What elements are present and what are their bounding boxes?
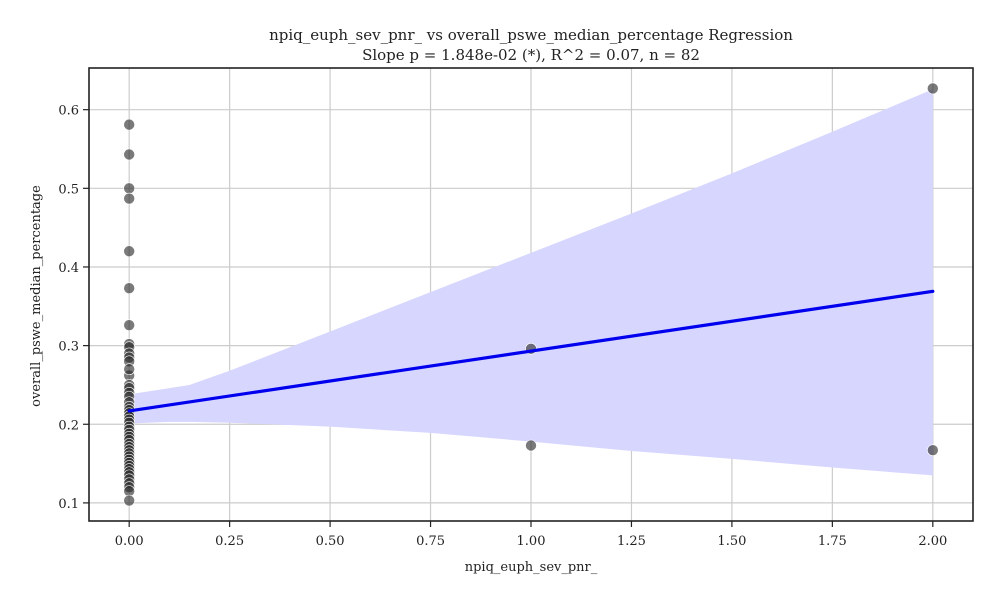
y-axis-label: overall_pswe_median_percentage <box>29 185 44 407</box>
regression-line <box>127 289 935 413</box>
x-tick-label: 0.75 <box>416 534 445 549</box>
chart-subtitle: Slope p = 1.848e-02 (*), R^2 = 0.07, n =… <box>362 46 700 64</box>
y-tick-label: 0.5 <box>58 182 79 197</box>
y-tick-label: 0.2 <box>58 418 79 433</box>
data-point <box>123 245 135 258</box>
x-tick-label: 1.50 <box>717 534 746 549</box>
data-point <box>927 444 939 457</box>
data-point <box>525 439 537 452</box>
y-axis-ticks: 0.1 0.2 0.3 0.4 0.5 0.6 <box>58 104 89 512</box>
data-point <box>123 182 135 195</box>
data-point <box>123 363 135 376</box>
x-tick-label: 0.25 <box>215 534 244 549</box>
x-tick-label: 1.00 <box>517 534 546 549</box>
data-point <box>123 192 135 205</box>
y-tick-label: 0.6 <box>58 104 79 119</box>
x-tick-label: 1.75 <box>818 534 847 549</box>
data-point <box>123 282 135 295</box>
x-tick-label: 0.50 <box>316 534 345 549</box>
confidence-band-layer <box>129 89 933 476</box>
x-axis-ticks: 0.00 0.25 0.50 0.75 1.00 1.25 1.50 1.75 2.00 <box>115 521 947 549</box>
y-tick-label: 0.3 <box>58 340 79 355</box>
x-tick-label: 0.00 <box>115 534 144 549</box>
data-point <box>123 494 135 507</box>
x-tick-label: 2.00 <box>918 534 947 549</box>
y-tick-label: 0.4 <box>58 261 79 276</box>
x-axis-label: npiq_euph_sev_pnr_ <box>465 560 598 575</box>
data-point <box>927 82 939 95</box>
y-tick-label: 0.1 <box>58 497 79 512</box>
chart-title: npiq_euph_sev_pnr_ vs overall_pswe_media… <box>269 26 793 44</box>
data-point <box>123 148 135 161</box>
x-tick-label: 1.25 <box>617 534 646 549</box>
data-point <box>123 319 135 331</box>
regression-line-layer <box>127 289 935 413</box>
scatter-points <box>123 82 939 507</box>
confidence-band <box>129 89 933 476</box>
data-point <box>123 118 135 131</box>
